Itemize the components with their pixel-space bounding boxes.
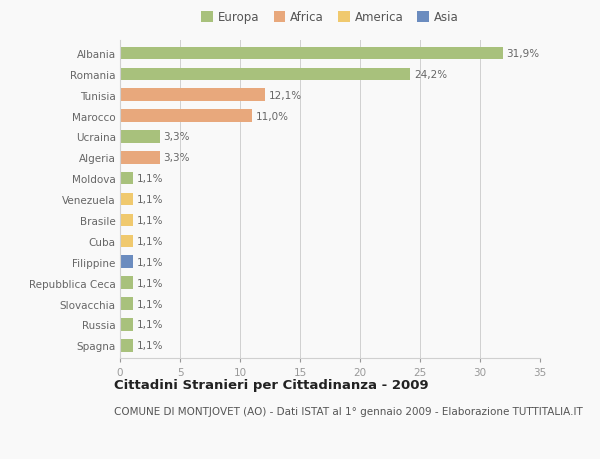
Bar xyxy=(120,297,133,310)
Bar xyxy=(120,48,503,60)
Text: Cittadini Stranieri per Cittadinanza - 2009: Cittadini Stranieri per Cittadinanza - 2… xyxy=(114,379,428,392)
Bar xyxy=(120,339,133,352)
Legend: Europa, Africa, America, Asia: Europa, Africa, America, Asia xyxy=(197,7,463,29)
Text: 3,3%: 3,3% xyxy=(163,153,190,163)
Text: 1,1%: 1,1% xyxy=(137,174,163,184)
Text: 1,1%: 1,1% xyxy=(137,236,163,246)
Bar xyxy=(120,152,160,164)
Bar xyxy=(120,319,133,331)
Text: 1,1%: 1,1% xyxy=(137,216,163,225)
Text: 1,1%: 1,1% xyxy=(137,299,163,309)
Text: COMUNE DI MONTJOVET (AO) - Dati ISTAT al 1° gennaio 2009 - Elaborazione TUTTITAL: COMUNE DI MONTJOVET (AO) - Dati ISTAT al… xyxy=(114,406,583,416)
Text: 1,1%: 1,1% xyxy=(137,341,163,351)
Bar xyxy=(120,68,410,81)
Text: 1,1%: 1,1% xyxy=(137,278,163,288)
Bar xyxy=(120,193,133,206)
Text: 24,2%: 24,2% xyxy=(414,70,447,80)
Text: 3,3%: 3,3% xyxy=(163,132,190,142)
Bar xyxy=(120,277,133,289)
Text: 11,0%: 11,0% xyxy=(256,112,289,121)
Bar xyxy=(120,110,252,123)
Text: 1,1%: 1,1% xyxy=(137,195,163,205)
Bar xyxy=(120,214,133,227)
Bar xyxy=(120,235,133,247)
Bar xyxy=(120,256,133,269)
Text: 12,1%: 12,1% xyxy=(269,90,302,101)
Text: 31,9%: 31,9% xyxy=(506,49,539,59)
Text: 1,1%: 1,1% xyxy=(137,319,163,330)
Text: 1,1%: 1,1% xyxy=(137,257,163,267)
Bar xyxy=(120,173,133,185)
Bar xyxy=(120,89,265,102)
Bar xyxy=(120,131,160,143)
